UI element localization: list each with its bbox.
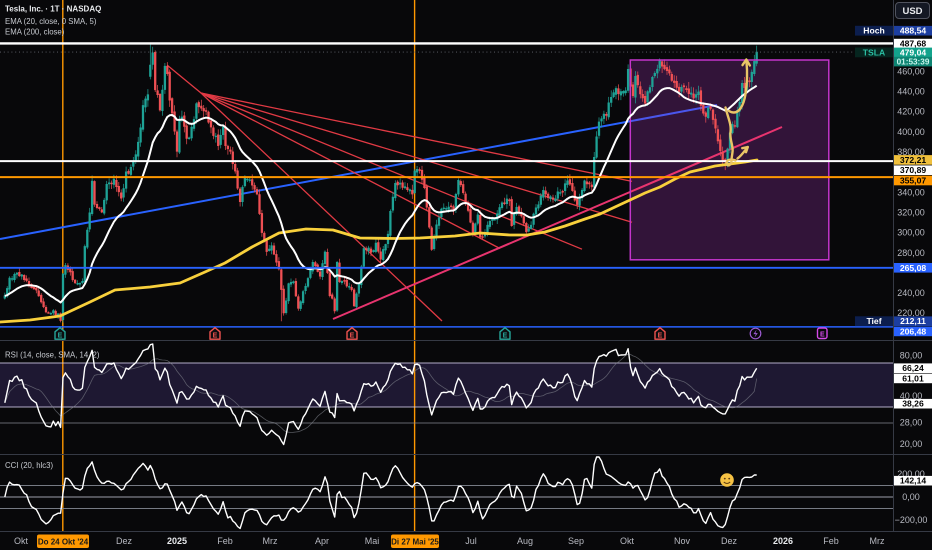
svg-text:E: E	[58, 332, 63, 339]
svg-text:Mrz: Mrz	[263, 536, 278, 546]
svg-text:142,14: 142,14	[900, 476, 927, 486]
svg-text:460,00: 460,00	[897, 66, 925, 76]
svg-text:Apr: Apr	[315, 536, 329, 546]
svg-text:Aug: Aug	[517, 536, 533, 546]
svg-text:212,11: 212,11	[900, 316, 926, 326]
svg-text:61,01: 61,01	[902, 373, 924, 383]
svg-text:80,00: 80,00	[900, 351, 923, 361]
svg-text:355,07: 355,07	[900, 176, 927, 186]
svg-text:E: E	[820, 331, 825, 338]
svg-text:Okt: Okt	[620, 536, 635, 546]
svg-text:240,00: 240,00	[897, 288, 925, 298]
svg-text:300,00: 300,00	[897, 228, 925, 238]
svg-text:USD: USD	[902, 6, 922, 17]
svg-text:E: E	[658, 332, 663, 339]
svg-text:420,00: 420,00	[897, 107, 925, 117]
svg-text:Dez: Dez	[116, 536, 133, 546]
svg-text:66,24: 66,24	[902, 363, 924, 373]
svg-text:Sep: Sep	[568, 536, 584, 546]
svg-text:440,00: 440,00	[897, 87, 925, 97]
svg-text:206,48: 206,48	[900, 326, 927, 336]
svg-text:Hoch: Hoch	[863, 26, 884, 36]
svg-text:340,00: 340,00	[897, 187, 925, 197]
svg-text:20,00: 20,00	[900, 439, 923, 449]
svg-text:Mai: Mai	[365, 536, 380, 546]
svg-text:Feb: Feb	[823, 536, 839, 546]
svg-text:TSLA: TSLA	[863, 47, 885, 57]
svg-text:0,00: 0,00	[902, 492, 920, 502]
svg-text:2025: 2025	[167, 536, 187, 546]
svg-text:400,00: 400,00	[897, 127, 925, 137]
svg-text:E: E	[350, 332, 355, 339]
svg-text:−200,00: −200,00	[895, 515, 928, 525]
svg-text:01:53:39: 01:53:39	[897, 58, 930, 67]
svg-text:40,00: 40,00	[900, 391, 923, 401]
svg-text:487,68: 487,68	[900, 39, 927, 49]
svg-text:Mrz: Mrz	[870, 536, 885, 546]
svg-text:Tesla, Inc. · 1T · NASDAQ: Tesla, Inc. · 1T · NASDAQ	[5, 5, 101, 14]
svg-text:EMA (20, close, 0 SMA, 5): EMA (20, close, 0 SMA, 5)	[5, 17, 97, 26]
svg-text:EMA (200, close): EMA (200, close)	[5, 28, 65, 37]
svg-text:E: E	[503, 332, 508, 339]
svg-text:E: E	[213, 332, 218, 339]
svg-text:Okt: Okt	[14, 536, 29, 546]
svg-text:38,26: 38,26	[902, 399, 924, 409]
svg-text:CCI (20, hlc3): CCI (20, hlc3)	[5, 461, 53, 470]
svg-text:Tief: Tief	[866, 316, 881, 326]
svg-text:Do 24 Okt '24: Do 24 Okt '24	[38, 537, 89, 546]
svg-text:28,00: 28,00	[900, 418, 923, 428]
svg-text:265,08: 265,08	[900, 263, 927, 273]
svg-text:Di 27 Mai '25: Di 27 Mai '25	[391, 537, 439, 546]
svg-text:280,00: 280,00	[897, 248, 925, 258]
svg-text:Nov: Nov	[674, 536, 691, 546]
svg-text:RSI (14, close, SMA, 14, 2): RSI (14, close, SMA, 14, 2)	[5, 351, 100, 360]
svg-text:370,89: 370,89	[900, 165, 927, 175]
svg-text:Dez: Dez	[721, 536, 738, 546]
svg-text:200,00: 200,00	[897, 469, 925, 479]
svg-text:220,00: 220,00	[897, 308, 925, 318]
svg-text:380,00: 380,00	[897, 147, 925, 157]
svg-text:488,54: 488,54	[900, 26, 927, 36]
svg-text:Feb: Feb	[217, 536, 233, 546]
svg-text:479,04: 479,04	[900, 47, 927, 57]
svg-text:320,00: 320,00	[897, 207, 925, 217]
svg-text:Jul: Jul	[465, 536, 477, 546]
svg-text:372,21: 372,21	[900, 155, 927, 165]
svg-text:2026: 2026	[773, 536, 793, 546]
